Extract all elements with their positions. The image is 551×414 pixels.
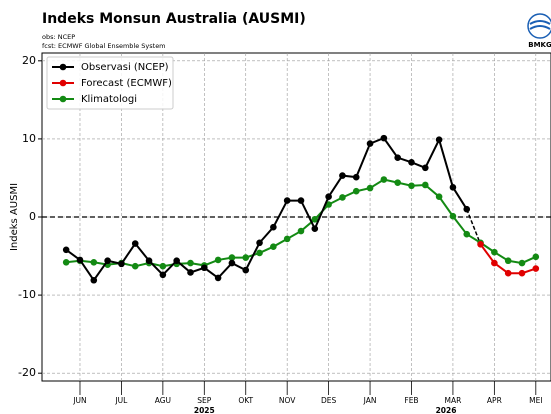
data-point: [159, 271, 167, 279]
data-point: [325, 193, 332, 200]
x-tick-label: JAN: [363, 396, 377, 405]
y-tick-label: 10: [22, 132, 36, 145]
data-point: [366, 184, 374, 192]
x-tick-label: MAR: [445, 396, 462, 405]
data-point: [435, 136, 443, 143]
data-point: [200, 264, 208, 272]
data-point: [380, 134, 388, 142]
data-point: [504, 269, 512, 277]
data-point: [270, 243, 277, 250]
legend-box: [46, 56, 174, 110]
data-point: [491, 248, 498, 256]
x-tick-label: JUL: [114, 396, 128, 405]
data-point: [90, 276, 98, 284]
data-point: [422, 181, 429, 189]
data-point: [283, 235, 291, 243]
legend-marker: [59, 95, 67, 103]
data-point: [214, 256, 222, 264]
data-point: [311, 225, 319, 233]
x-tick-label: FEB: [404, 396, 418, 405]
data-point: [256, 249, 263, 257]
subtitle: obs: NCEP: [42, 33, 75, 41]
x-tick-label: AGU: [155, 396, 171, 405]
data-point: [173, 257, 180, 265]
data-point: [270, 223, 277, 231]
data-point: [449, 212, 457, 220]
data-point: [62, 246, 70, 254]
x-tick-label: OKT: [238, 396, 253, 405]
data-point: [187, 259, 194, 267]
data-point: [518, 269, 526, 277]
data-point: [131, 262, 139, 270]
data-point: [477, 241, 484, 248]
chart-title: Indeks Monsun Australia (AUSMI): [42, 11, 306, 27]
y-tick-label: 20: [22, 54, 36, 67]
data-point: [380, 176, 388, 183]
data-point: [532, 265, 540, 272]
y-tick-label: 0: [29, 210, 36, 223]
data-point: [145, 257, 153, 265]
y-tick-label: -10: [18, 288, 36, 301]
data-point: [339, 194, 346, 201]
data-point: [62, 258, 70, 266]
data-point: [118, 260, 125, 268]
data-point: [159, 262, 167, 270]
data-point: [311, 216, 319, 223]
x-tick-label: JUN: [72, 396, 86, 405]
data-point: [256, 239, 263, 247]
data-point: [491, 259, 498, 267]
data-point: [352, 187, 360, 195]
series-line: [65, 136, 468, 283]
data-point: [408, 159, 415, 166]
data-point: [504, 257, 512, 265]
data-point: [228, 259, 236, 267]
logo: BMKG: [527, 13, 551, 49]
y-axis-label: Indeks AUSMI: [9, 183, 20, 251]
data-point: [242, 266, 250, 274]
data-point: [228, 254, 236, 261]
logo-text: BMKG: [528, 41, 551, 49]
data-point: [422, 164, 429, 172]
data-point: [394, 179, 401, 186]
y-tick-label: -20: [18, 366, 36, 379]
data-point: [242, 254, 250, 261]
x-tick-label: APR: [487, 396, 502, 405]
legend-label: Forecast (ECMWF): [81, 78, 172, 89]
legend: Observasi (NCEP) Forecast (ECMWF) Klimatol…: [46, 56, 174, 110]
subtitle: fcst: ECMWF Global Ensemble System: [42, 42, 166, 50]
data-point: [90, 258, 98, 266]
data-point: [297, 197, 305, 204]
x-tick-label: SEP: [197, 396, 211, 405]
data-point: [339, 172, 346, 179]
year-label: 2025: [194, 406, 215, 414]
x-tick-label: MEI: [529, 396, 542, 405]
legend-marker: [59, 79, 67, 87]
series-line: [66, 178, 537, 268]
data-point: [463, 205, 471, 213]
data-point: [394, 154, 401, 161]
data-point: [352, 173, 360, 181]
data-point: [104, 257, 111, 265]
data-point: [435, 193, 443, 200]
data-point: [463, 230, 471, 238]
data-point: [366, 140, 374, 147]
data-point: [76, 256, 84, 264]
x-tick-label: NOV: [279, 396, 296, 405]
data-point: [214, 274, 222, 282]
legend-marker: [59, 63, 67, 71]
legend-label: Observasi (NCEP): [81, 62, 169, 73]
data-point: [518, 259, 526, 267]
data-point: [131, 240, 139, 247]
data-point: [449, 184, 457, 191]
data-point: [297, 227, 305, 235]
connector: [466, 208, 482, 245]
data-point: [187, 269, 194, 276]
x-tick-label: DES: [321, 396, 337, 405]
data-point: [408, 182, 415, 190]
year-label: 2026: [436, 406, 457, 414]
data-point: [532, 253, 540, 261]
legend-label: Klimatologi: [81, 94, 137, 105]
data-point: [283, 197, 291, 204]
